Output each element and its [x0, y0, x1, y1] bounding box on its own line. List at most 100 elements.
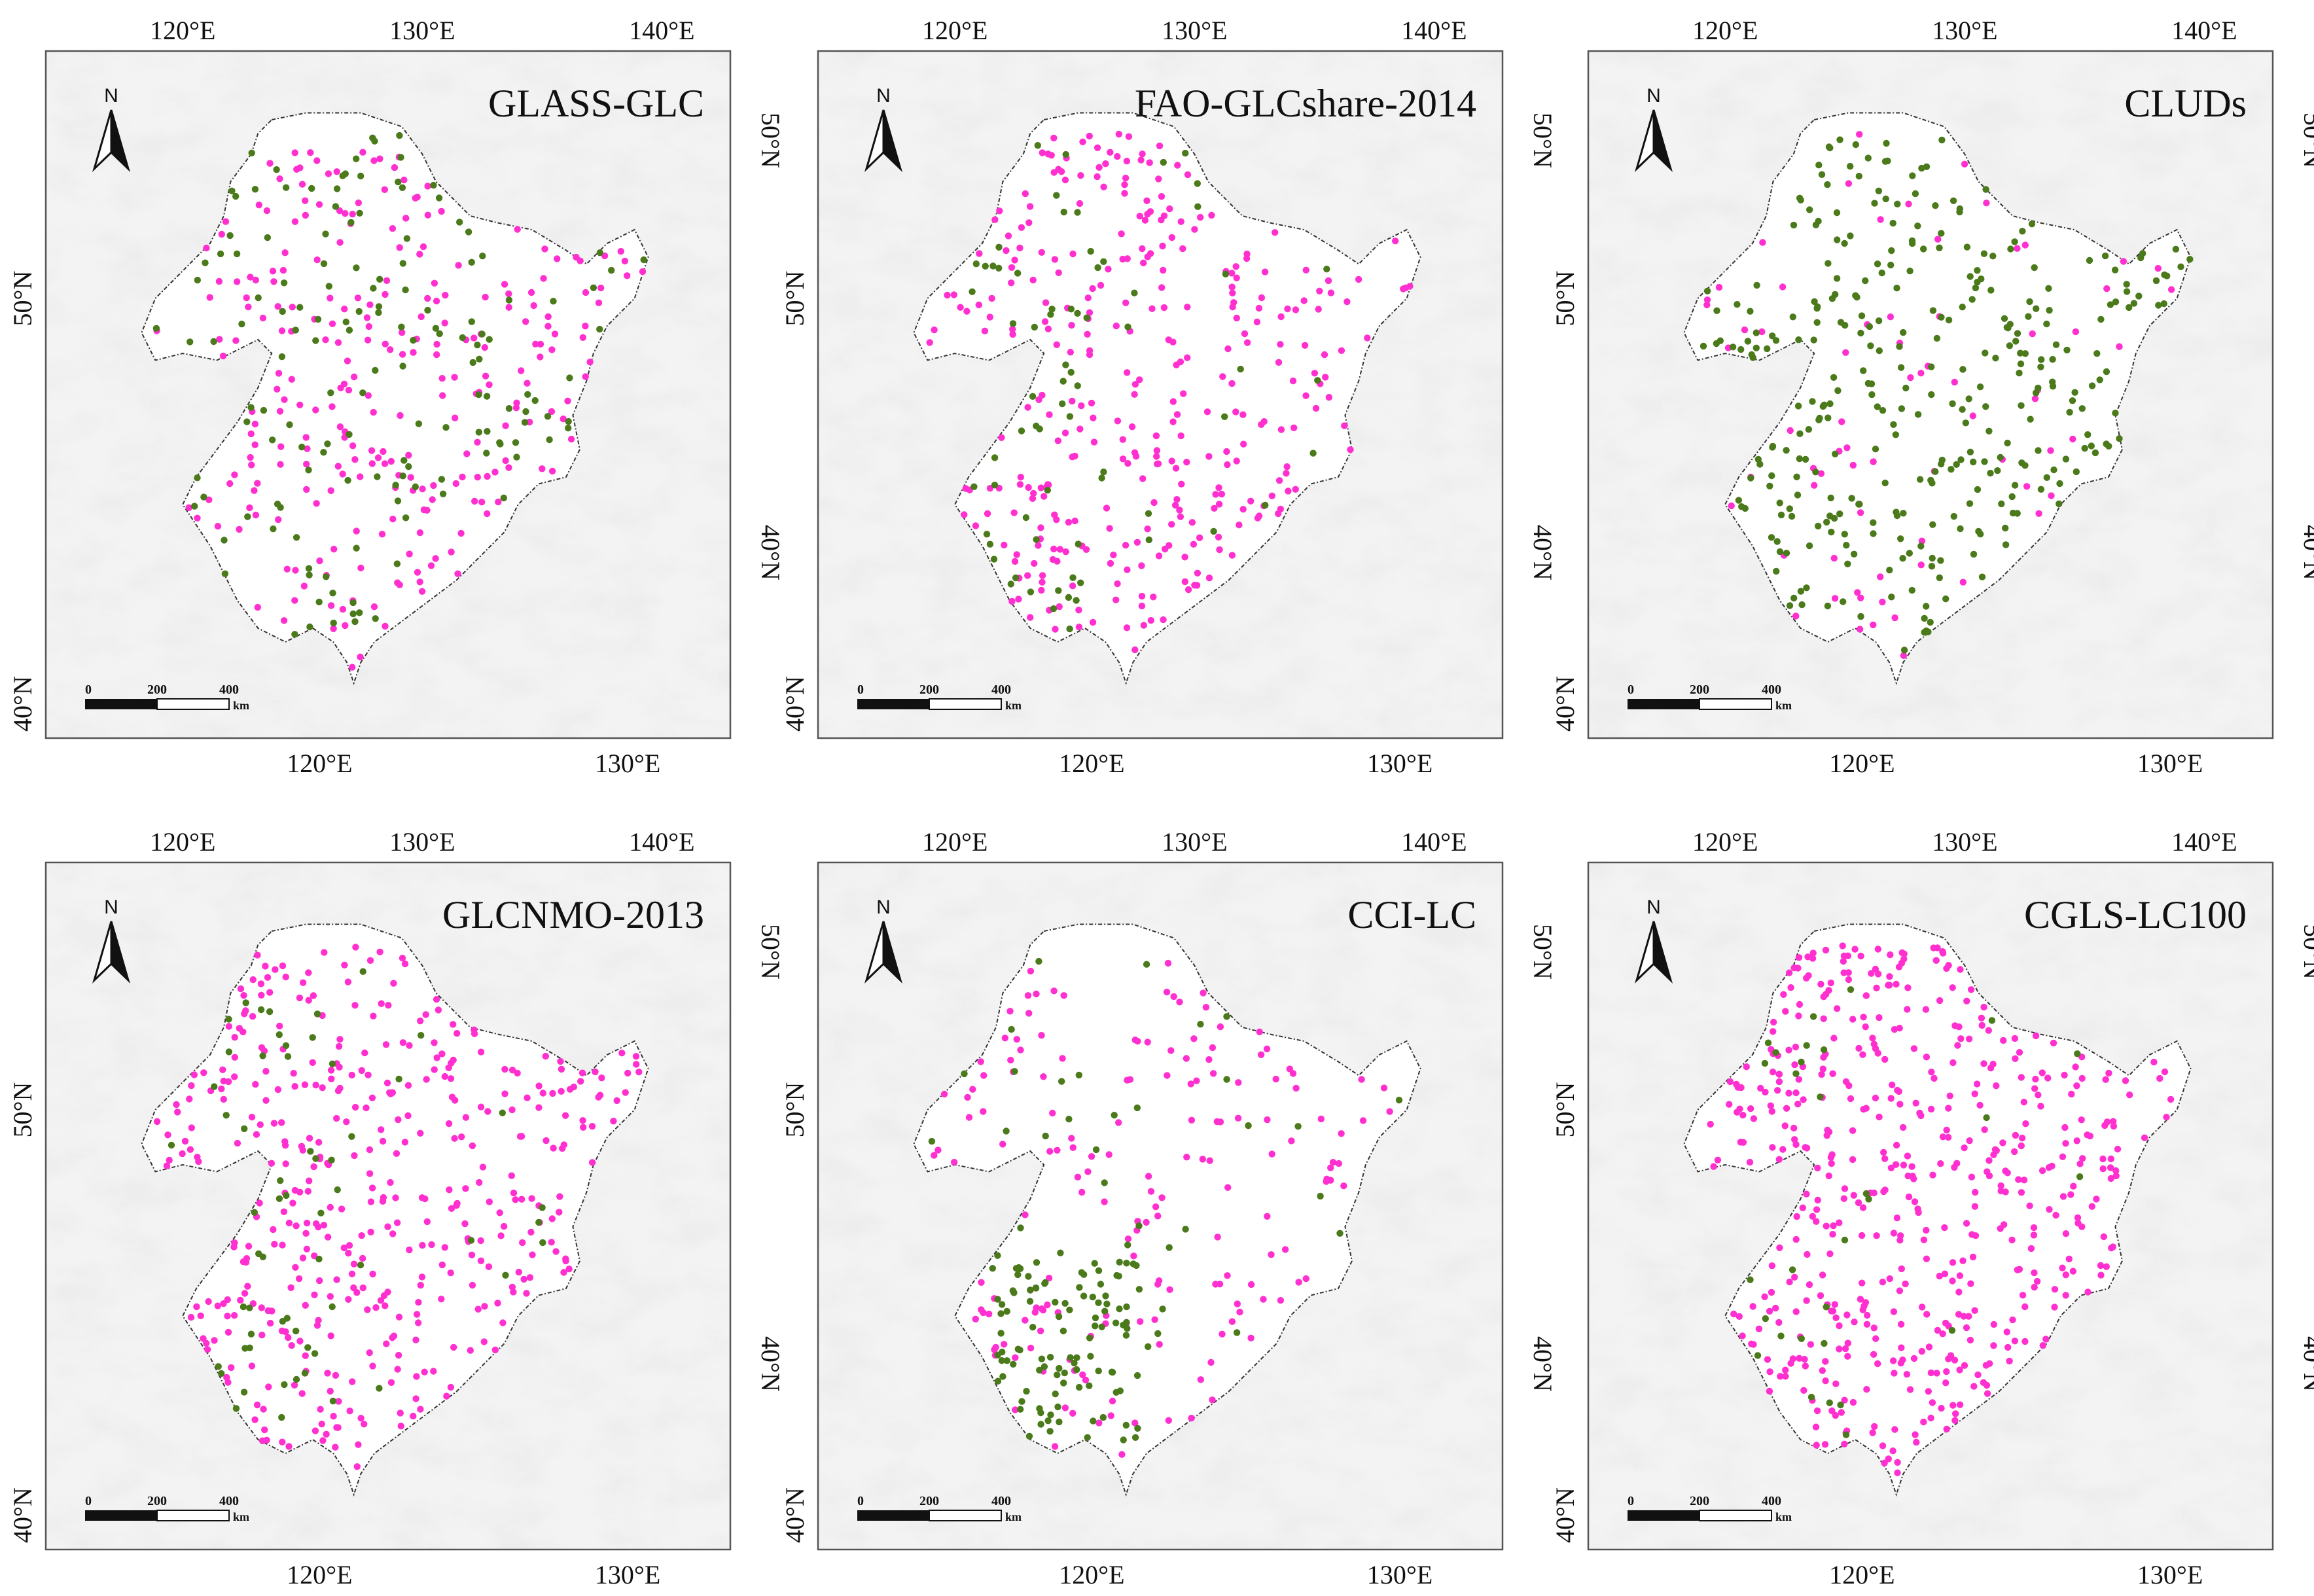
sample-point-pink	[1939, 1133, 1947, 1141]
sample-point-pink	[392, 1194, 399, 1201]
sample-point-pink	[279, 962, 287, 970]
scale-bar-label: 400	[219, 1494, 239, 1508]
sample-point-pink	[1230, 299, 1237, 306]
sample-point-pink	[1272, 229, 1279, 236]
sample-point-pink	[430, 1368, 437, 1375]
sample-point-pink	[1079, 1371, 1086, 1379]
sample-point-pink	[2062, 1292, 2069, 1299]
sample-point-green	[240, 1303, 247, 1311]
sample-point-pink	[343, 1118, 350, 1126]
sample-point-green	[357, 172, 365, 180]
sample-point-pink	[560, 416, 567, 423]
sample-point-green	[1046, 1353, 1054, 1361]
sample-point-green	[399, 363, 406, 370]
sample-point-pink	[1107, 149, 1114, 156]
sample-point-green	[397, 154, 404, 161]
sample-point-green	[1713, 307, 1720, 314]
sample-point-green	[1793, 473, 1800, 480]
sample-point-pink	[1038, 1032, 1045, 1039]
sample-point-green	[396, 132, 403, 139]
sample-point-green	[1983, 1114, 1990, 1122]
sample-point-pink	[359, 1284, 366, 1292]
sample-point-green	[1034, 142, 1042, 149]
sample-point-pink	[491, 1346, 499, 1354]
sample-point-green	[1059, 400, 1066, 408]
sample-point-green	[1855, 501, 1862, 508]
sample-point-green	[312, 1155, 319, 1162]
sample-point-green	[393, 560, 401, 567]
sample-point-pink	[1794, 1101, 1802, 1108]
sample-point-pink	[1144, 211, 1151, 218]
sample-point-green	[524, 391, 531, 398]
sample-point-pink	[543, 1137, 550, 1144]
sample-point-pink	[2084, 1288, 2092, 1296]
map-frame	[1587, 861, 2274, 1551]
sample-point-pink	[1881, 1055, 1889, 1063]
sample-point-pink	[452, 480, 459, 488]
sample-point-pink	[1800, 1387, 1807, 1394]
sample-point-pink	[1049, 1109, 1056, 1117]
sample-point-pink	[1391, 238, 1399, 245]
sample-point-green	[1823, 1303, 1830, 1311]
sample-point-pink	[1234, 1300, 1241, 1307]
sample-point-pink	[1199, 1156, 1207, 1163]
sample-point-pink	[1275, 477, 1283, 484]
sample-point-pink	[2000, 1221, 2008, 1228]
sample-point-green	[308, 185, 315, 192]
sample-point-pink	[1208, 211, 1215, 219]
sample-point-pink	[1136, 213, 1143, 220]
sample-point-pink	[401, 1139, 409, 1146]
sample-point-pink	[1355, 275, 1362, 283]
sample-point-green	[1865, 1196, 1872, 1203]
sample-point-pink	[394, 579, 401, 586]
sample-point-green	[372, 615, 379, 622]
sample-point-pink	[1174, 162, 1181, 169]
sample-point-green	[342, 318, 349, 326]
sample-point-green	[1700, 342, 1707, 350]
sample-point-pink	[1025, 1010, 1033, 1017]
sample-point-pink	[312, 406, 319, 414]
sample-point-pink	[363, 314, 371, 321]
sample-point-pink	[463, 450, 471, 457]
sample-point-pink	[1943, 1126, 1950, 1134]
sample-point-pink	[1125, 133, 1133, 140]
sample-point-pink	[248, 461, 255, 469]
sample-point-green	[320, 449, 327, 456]
left-tick-label: 40°N	[1550, 676, 1580, 732]
sample-point-pink	[224, 1328, 232, 1336]
sample-point-green	[1824, 602, 1832, 610]
sample-point-pink	[1864, 1311, 1871, 1319]
sample-point-pink	[518, 1133, 525, 1140]
sample-point-pink	[535, 1104, 543, 1111]
sample-point-pink	[494, 1300, 501, 1307]
sample-point-pink	[258, 1304, 265, 1311]
sample-point-pink	[1707, 1120, 1714, 1128]
sample-point-green	[415, 420, 423, 427]
sample-point-green	[475, 391, 482, 399]
sample-point-green	[1902, 384, 1910, 392]
sample-point-pink	[1929, 1171, 1936, 1179]
sample-point-green	[1223, 1076, 1230, 1083]
sample-point-pink	[1026, 203, 1034, 210]
sample-point-pink	[1775, 1078, 1783, 1086]
sample-point-pink	[2097, 1271, 2105, 1279]
sample-point-pink	[1920, 1418, 1927, 1426]
sample-point-pink	[334, 339, 342, 346]
sample-point-pink	[2116, 343, 2123, 350]
sample-point-green	[1097, 1281, 1105, 1288]
sample-point-green	[1074, 382, 1081, 389]
sample-point-pink	[544, 313, 552, 321]
sample-point-pink	[181, 1137, 189, 1145]
sample-point-pink	[1849, 1127, 1857, 1135]
sample-point-pink	[1786, 1278, 1793, 1286]
sample-point-pink	[1160, 304, 1168, 311]
sample-point-pink	[243, 294, 250, 302]
sample-point-pink	[510, 1288, 517, 1296]
sample-point-green	[465, 228, 472, 236]
sample-point-pink	[1855, 1044, 1862, 1052]
scale-bar-black	[1628, 699, 1700, 709]
sample-point-pink	[1889, 1357, 1897, 1364]
sample-point-pink	[1770, 1028, 1777, 1035]
sample-point-green	[2006, 342, 2014, 349]
sample-point-green	[1809, 398, 1816, 405]
